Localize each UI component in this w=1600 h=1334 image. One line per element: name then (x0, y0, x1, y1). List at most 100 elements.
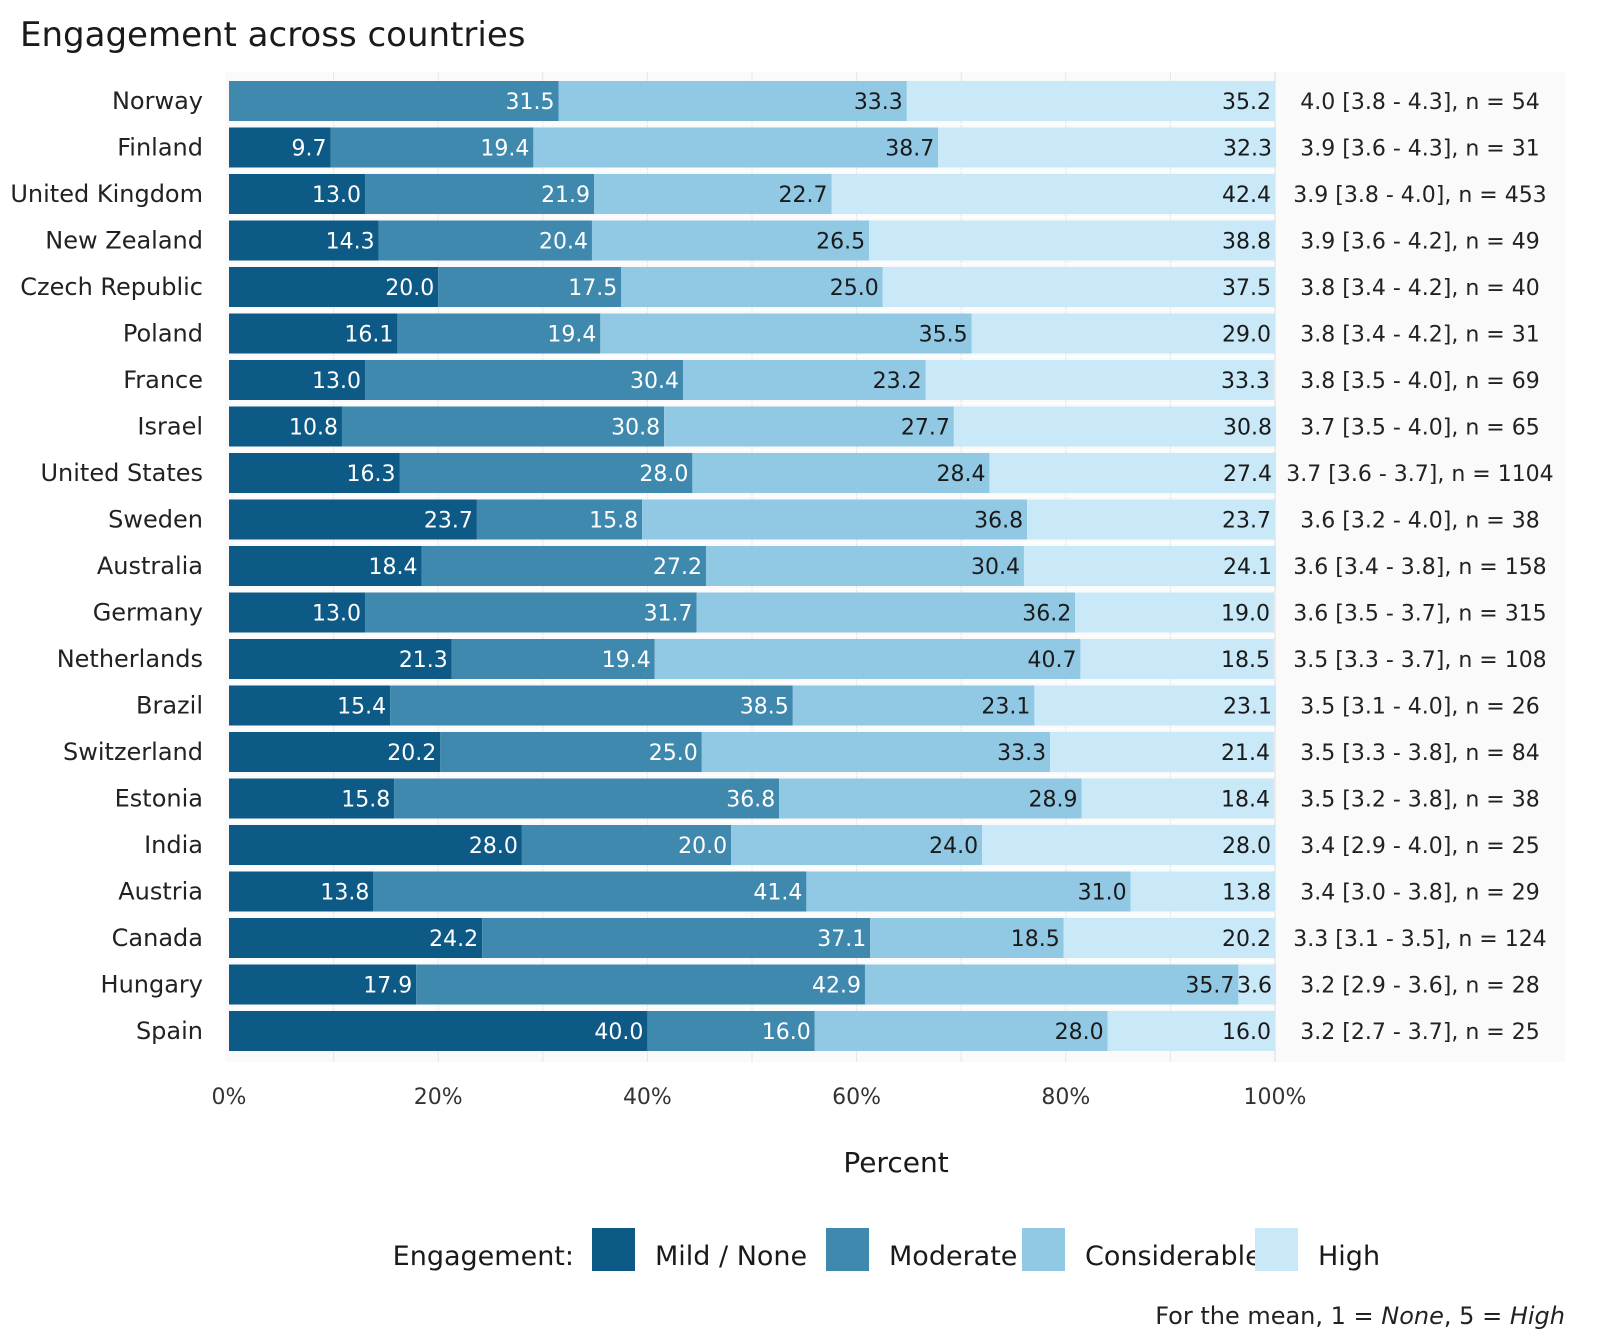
mean-label-czech-republic: 3.8 [3.4 - 4.2], n = 40 (1300, 276, 1539, 301)
data-label-switzerland-mild-none: 20.2 (387, 741, 436, 766)
data-label-austria-mild-none: 13.8 (320, 881, 369, 906)
data-label-new-zealand-considerable: 26.5 (816, 230, 865, 255)
data-label-israel-mild-none: 10.8 (289, 416, 338, 441)
data-label-india-considerable: 24.0 (929, 834, 978, 859)
bar-finland-high (938, 127, 1277, 168)
y-label-estonia: Estonia (115, 785, 203, 813)
y-label-finland: Finland (117, 134, 203, 162)
data-label-czech-republic-considerable: 25.0 (830, 276, 879, 301)
data-label-hungary-moderate: 42.9 (812, 974, 861, 999)
bar-czech-republic-mild-none (229, 267, 439, 307)
bar-czech-republic-considerable (621, 267, 883, 307)
legend-swatch-moderate (826, 1228, 869, 1271)
data-label-germany-high: 19.0 (1221, 602, 1270, 627)
mean-label-poland: 3.8 [3.4 - 4.2], n = 31 (1300, 323, 1539, 348)
data-label-switzerland-considerable: 33.3 (997, 741, 1046, 766)
bar-switzerland-moderate (440, 732, 702, 772)
x-tick-60: 60% (832, 1085, 881, 1110)
data-label-united-kingdom-considerable: 22.7 (779, 183, 828, 208)
mean-label-canada: 3.3 [3.1 - 3.5], n = 124 (1293, 927, 1546, 952)
data-label-sweden-high: 23.7 (1222, 509, 1271, 534)
data-label-india-mild-none: 28.0 (469, 834, 518, 859)
bar-india-high (982, 825, 1275, 865)
bar-poland-moderate (397, 313, 601, 354)
data-label-norway-considerable: 33.3 (854, 90, 903, 115)
data-label-israel-moderate: 30.8 (611, 416, 660, 441)
bar-finland-moderate (330, 127, 534, 168)
bar-canada-moderate (482, 918, 871, 958)
bar-austria-high (1130, 871, 1275, 912)
bar-india-considerable (731, 825, 983, 865)
legend-label-considerable: Considerable (1085, 1241, 1262, 1272)
bar-estonia-considerable (779, 778, 1082, 819)
data-label-israel-considerable: 27.7 (901, 416, 950, 441)
bar-israel-mild-none (229, 406, 342, 447)
y-label-germany: Germany (93, 599, 203, 627)
mean-label-israel: 3.7 [3.5 - 4.0], n = 65 (1300, 416, 1539, 441)
data-label-united-states-considerable: 28.4 (936, 462, 985, 487)
data-label-estonia-high: 18.4 (1221, 788, 1270, 813)
bar-new-zealand-high (869, 220, 1275, 261)
bar-spain-high (1107, 1011, 1275, 1051)
data-label-czech-republic-moderate: 17.5 (568, 276, 617, 301)
bar-sweden-considerable (642, 499, 1028, 540)
data-label-brazil-mild-none: 15.4 (337, 695, 386, 720)
data-label-poland-high: 29.0 (1222, 323, 1271, 348)
data-label-czech-republic-high: 37.5 (1222, 276, 1271, 301)
bar-poland-considerable (600, 313, 972, 354)
data-label-germany-considerable: 36.2 (1022, 602, 1071, 627)
mean-label-sweden: 3.6 [3.2 - 4.0], n = 38 (1300, 509, 1539, 534)
data-label-india-moderate: 20.0 (678, 834, 727, 859)
mean-label-spain: 3.2 [2.7 - 3.7], n = 25 (1300, 1020, 1539, 1045)
data-label-united-kingdom-mild-none: 13.0 (312, 183, 361, 208)
data-label-hungary-high: 3.6 (1237, 974, 1272, 999)
data-label-czech-republic-mild-none: 20.0 (385, 276, 434, 301)
bar-australia-moderate (421, 546, 706, 586)
mean-label-switzerland: 3.5 [3.3 - 3.8], n = 84 (1300, 741, 1539, 766)
data-label-france-mild-none: 13.0 (312, 369, 361, 394)
data-label-united-states-moderate: 28.0 (639, 462, 688, 487)
x-tick-40: 40% (623, 1085, 672, 1110)
bar-netherlands-moderate (451, 639, 655, 679)
bar-austria-moderate (373, 871, 807, 912)
data-label-finland-high: 32.3 (1223, 137, 1272, 162)
bar-germany-high (1075, 592, 1274, 633)
caption-high: High (1510, 1302, 1565, 1330)
data-label-canada-considerable: 18.5 (1011, 927, 1060, 952)
bar-france-high (925, 360, 1274, 400)
data-label-france-high: 33.3 (1221, 369, 1270, 394)
data-label-canada-high: 20.2 (1222, 927, 1271, 952)
caption: For the mean, 1 = None, 5 = High (1155, 1302, 1565, 1330)
data-label-canada-mild-none: 24.2 (429, 927, 478, 952)
bar-netherlands-high (1080, 639, 1274, 679)
bar-israel-considerable (664, 406, 954, 447)
data-label-hungary-considerable: 35.7 (1185, 974, 1234, 999)
bar-israel-high (953, 406, 1277, 447)
mean-label-hungary: 3.2 [2.9 - 3.6], n = 28 (1300, 974, 1539, 999)
bar-australia-high (1023, 546, 1277, 586)
data-label-estonia-moderate: 36.8 (726, 788, 775, 813)
bar-new-zealand-considerable (591, 220, 870, 261)
bar-australia-mild-none (229, 546, 422, 586)
data-label-norway-high: 35.2 (1222, 90, 1271, 115)
y-label-netherlands: Netherlands (57, 645, 203, 673)
bar-spain-considerable (814, 1011, 1108, 1051)
data-label-brazil-considerable: 23.1 (981, 695, 1030, 720)
bar-brazil-considerable (792, 685, 1035, 726)
data-label-finland-mild-none: 9.7 (291, 137, 326, 162)
mean-labels: 4.0 [3.8 - 4.3], n = 54 3.9 [3.6 - 4.3], … (1286, 90, 1553, 1045)
caption-middle: , 5 = (1444, 1302, 1510, 1330)
y-label-hungary: Hungary (101, 971, 203, 999)
bar-united-kingdom-mild-none (229, 174, 365, 214)
y-axis-labels: Norway Finland United Kingdom New Zealand Cz… (10, 87, 203, 1045)
bar-norway-considerable (558, 81, 907, 121)
data-label-spain-high: 16.0 (1222, 1020, 1271, 1045)
bar-poland-mild-none (229, 313, 398, 354)
bar-brazil-moderate (390, 685, 793, 726)
data-label-germany-moderate: 31.7 (644, 602, 693, 627)
bar-united-states-mild-none (229, 453, 400, 493)
data-label-switzerland-moderate: 25.0 (649, 741, 698, 766)
data-label-poland-considerable: 35.5 (919, 323, 968, 348)
bar-united-states-high (989, 453, 1277, 493)
data-label-new-zealand-high: 38.8 (1222, 230, 1271, 255)
